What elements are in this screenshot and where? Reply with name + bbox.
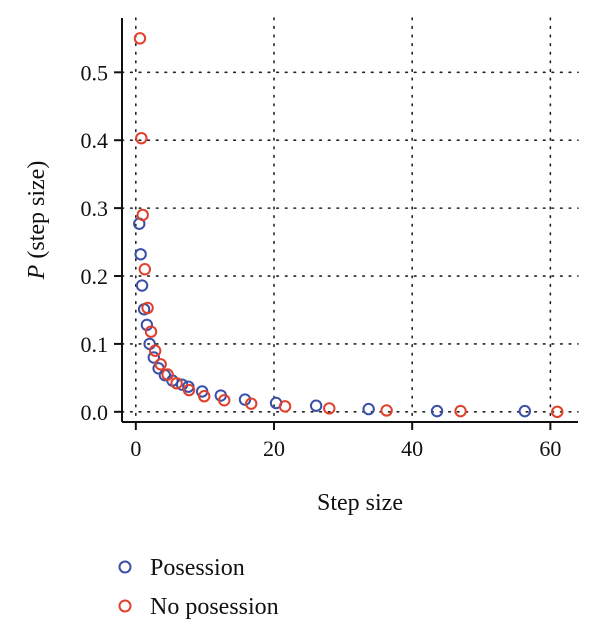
y-axis-label-italic: P — [24, 264, 50, 280]
legend-label-no-posession: No posession — [150, 594, 279, 620]
point-no-posession — [454, 404, 467, 418]
ticks: 0 20 40 60 0.0 0.1 0.2 0.3 0.4 0.5 — [81, 60, 562, 461]
point-posession — [238, 393, 252, 406]
x-tick-label: 0 — [130, 436, 141, 461]
legend-item-no-posession: No posession — [118, 594, 279, 620]
point-posession — [362, 402, 375, 416]
legend-marker-posession — [118, 560, 132, 574]
y-tick-label: 0.4 — [81, 128, 109, 153]
y-tick-label: 0.2 — [81, 264, 109, 289]
x-tick-label: 40 — [401, 436, 423, 461]
point-no-posession — [170, 377, 183, 390]
point-posession — [135, 279, 149, 292]
point-no-posession — [154, 358, 167, 371]
x-tick-label: 20 — [263, 436, 285, 461]
point-no-posession — [133, 32, 147, 45]
point-no-posession — [135, 131, 148, 145]
legend-marker-no-posession — [118, 599, 132, 613]
legend: Posession No posession — [118, 555, 279, 620]
point-posession — [430, 404, 444, 418]
point-posession — [134, 248, 147, 261]
x-tick-label: 60 — [539, 436, 561, 461]
legend-item-posession: Posession — [118, 555, 245, 581]
point-no-posession — [148, 344, 162, 357]
y-axis-label-rest: (step size) — [24, 161, 50, 265]
point-posession — [309, 399, 323, 412]
y-tick-label: 0.0 — [81, 400, 109, 425]
grid-lines — [121, 17, 579, 423]
y-tick-label: 0.5 — [81, 60, 109, 85]
point-no-posession — [136, 208, 149, 222]
point-posession — [147, 351, 160, 364]
point-no-posession — [380, 404, 393, 417]
y-axis-label: P (step size) — [24, 161, 50, 281]
point-no-posession — [323, 402, 336, 415]
point-no-posession — [138, 263, 152, 276]
legend-label-posession: Posession — [150, 555, 245, 581]
point-no-posession — [182, 383, 196, 397]
point-no-posession — [278, 400, 292, 413]
data-points — [133, 32, 564, 419]
point-no-posession — [245, 397, 258, 410]
axes — [121, 18, 578, 423]
point-no-posession — [144, 325, 158, 338]
y-tick-label: 0.3 — [81, 196, 109, 221]
point-no-posession — [218, 394, 231, 407]
point-posession — [518, 404, 531, 418]
point-no-posession — [551, 405, 564, 419]
point-no-posession — [141, 301, 154, 315]
x-axis-label: Step size — [317, 490, 403, 516]
point-no-posession — [161, 368, 174, 381]
y-tick-label: 0.1 — [81, 332, 109, 357]
point-no-posession — [198, 389, 211, 403]
